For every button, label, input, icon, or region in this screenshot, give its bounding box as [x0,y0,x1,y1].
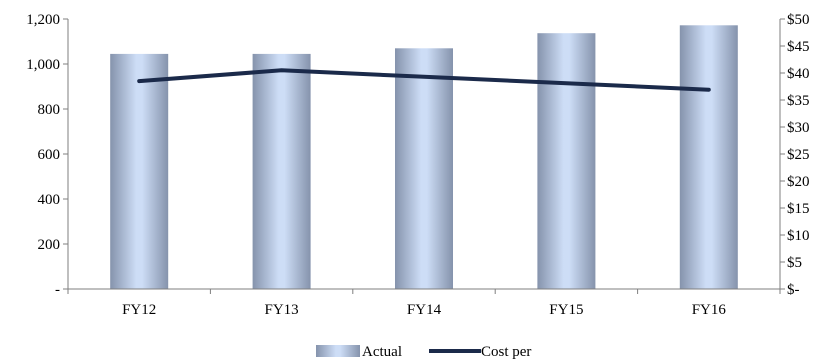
y-left-tick-label: 1,200 [26,12,60,28]
legend-label-actual: Actual [362,344,402,360]
y-right-tick-label: $35 [787,93,810,109]
x-tick-label: FY16 [692,302,727,318]
bar-fy12 [110,53,169,290]
y-left-tick-label: 600 [38,147,61,163]
bar-fy14 [395,48,453,290]
bar-fy16 [679,25,738,290]
y-right-tick-label: $25 [787,147,810,163]
y-left-tick-label: 200 [38,237,61,253]
x-tick-label: FY12 [122,302,156,318]
line-layer [137,68,711,92]
y-right-tick-label: $5 [787,255,802,271]
y-right-tick-label: $20 [787,174,810,190]
y-right-tick-label: $40 [787,66,810,82]
legend: Actual Cost per [316,344,531,360]
bar-fy15 [537,33,596,290]
x-tick-label: FY13 [265,302,299,318]
x-tick-label: FY14 [407,302,442,318]
y-right-tick-label: $10 [787,228,810,244]
x-tick-label: FY15 [549,302,583,318]
y-left-tick-label: - [55,282,60,298]
legend-swatch-actual [316,345,360,357]
y-left-tick-label: 800 [38,102,61,118]
y-right-tick-label: $30 [787,120,810,136]
y-right-tick-label: $45 [787,39,810,55]
bars-layer [110,25,738,290]
bar-fy13 [252,53,311,290]
legend-label-cost-per: Cost per [481,344,531,360]
y-right-tick-label: $- [787,282,800,298]
y-right-tick-label: $50 [787,12,810,28]
y-right-tick-label: $15 [787,201,810,217]
axes-layer: - 200 400 600 800 1,000 1,200 $- $5 $10 $15 $20 $25 $… [26,12,809,318]
y-left-tick-label: 1,000 [26,57,60,73]
y-left-tick-label: 400 [38,192,61,208]
